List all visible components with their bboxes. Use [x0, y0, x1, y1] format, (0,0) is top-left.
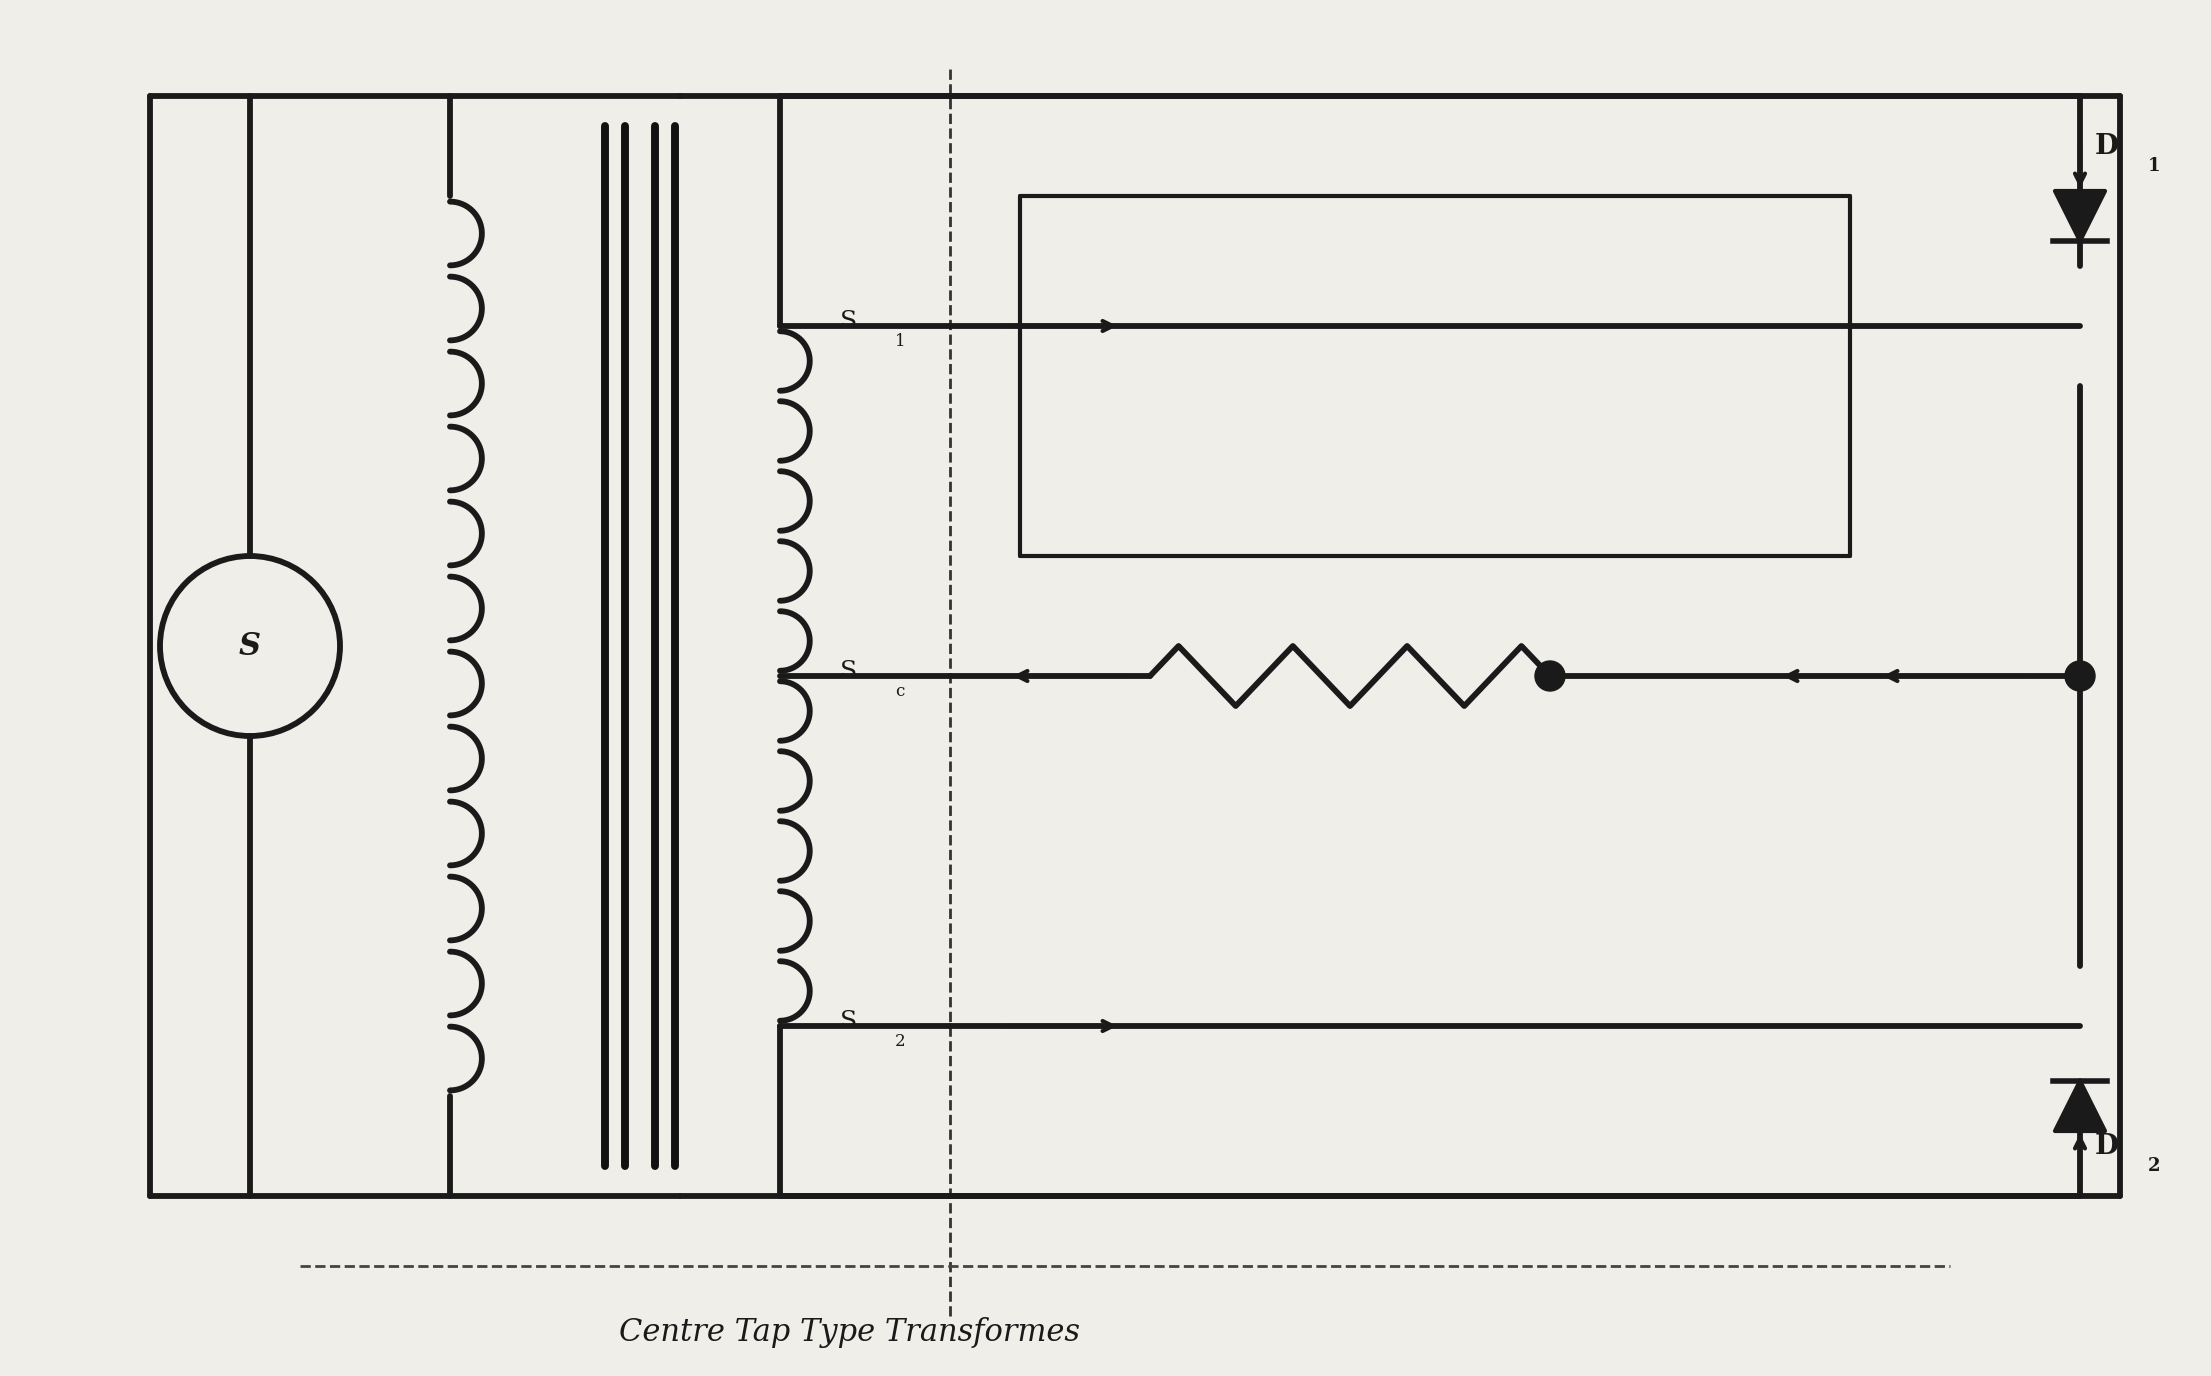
Text: S: S [840, 659, 858, 682]
Text: S: S [239, 630, 261, 662]
Text: 2: 2 [895, 1032, 907, 1050]
Text: D: D [2096, 132, 2118, 160]
Text: S: S [840, 310, 858, 333]
Text: S: S [840, 1010, 858, 1032]
Polygon shape [2054, 191, 2105, 241]
Circle shape [2065, 660, 2096, 691]
Text: 1: 1 [895, 333, 907, 350]
Text: c: c [895, 682, 904, 699]
Text: 2: 2 [2149, 1157, 2160, 1175]
Text: D: D [2096, 1132, 2118, 1160]
Polygon shape [2054, 1082, 2105, 1131]
Text: 1: 1 [2149, 157, 2160, 175]
Text: Centre Tap Type Transformes: Centre Tap Type Transformes [619, 1317, 1081, 1348]
Circle shape [1534, 660, 1565, 691]
